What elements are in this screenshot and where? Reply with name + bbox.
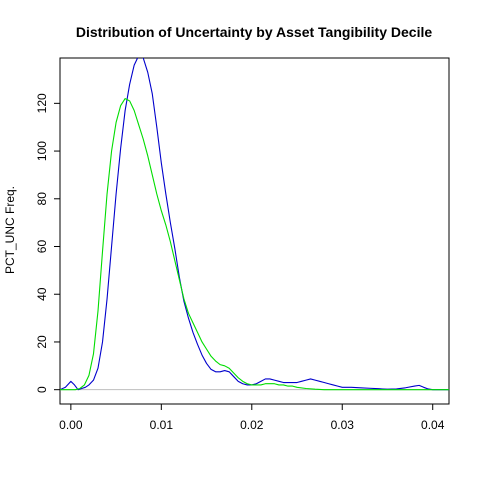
x-tick-label: 0.00 [59, 418, 83, 432]
x-tick-label: 0.02 [240, 418, 264, 432]
x-tick-label: 0.01 [150, 418, 174, 432]
x-tick-label: 0.04 [421, 418, 445, 432]
y-axis-label: PCT_UNC Freq. [3, 186, 17, 274]
series-line-1 [60, 58, 449, 391]
chart-title: Distribution of Uncertainty by Asset Tan… [76, 24, 432, 40]
x-tick-label: 0.03 [331, 418, 355, 432]
y-tick-label: 120 [35, 93, 49, 113]
x-axis: 0.00 0.01 0.02 0.03 0.04 [59, 404, 445, 432]
y-tick-label: 0 [35, 386, 49, 393]
y-tick-label: 40 [35, 287, 49, 301]
series-layer [60, 58, 449, 391]
y-tick-label: 100 [35, 141, 49, 161]
y-axis: 0 20 40 60 80 100 120 [35, 93, 60, 393]
plot-frame [59, 57, 450, 405]
y-tick-label: 60 [35, 240, 49, 254]
y-tick-label: 20 [35, 335, 49, 349]
y-tick-label: 80 [35, 192, 49, 206]
series-line-2 [60, 98, 449, 391]
